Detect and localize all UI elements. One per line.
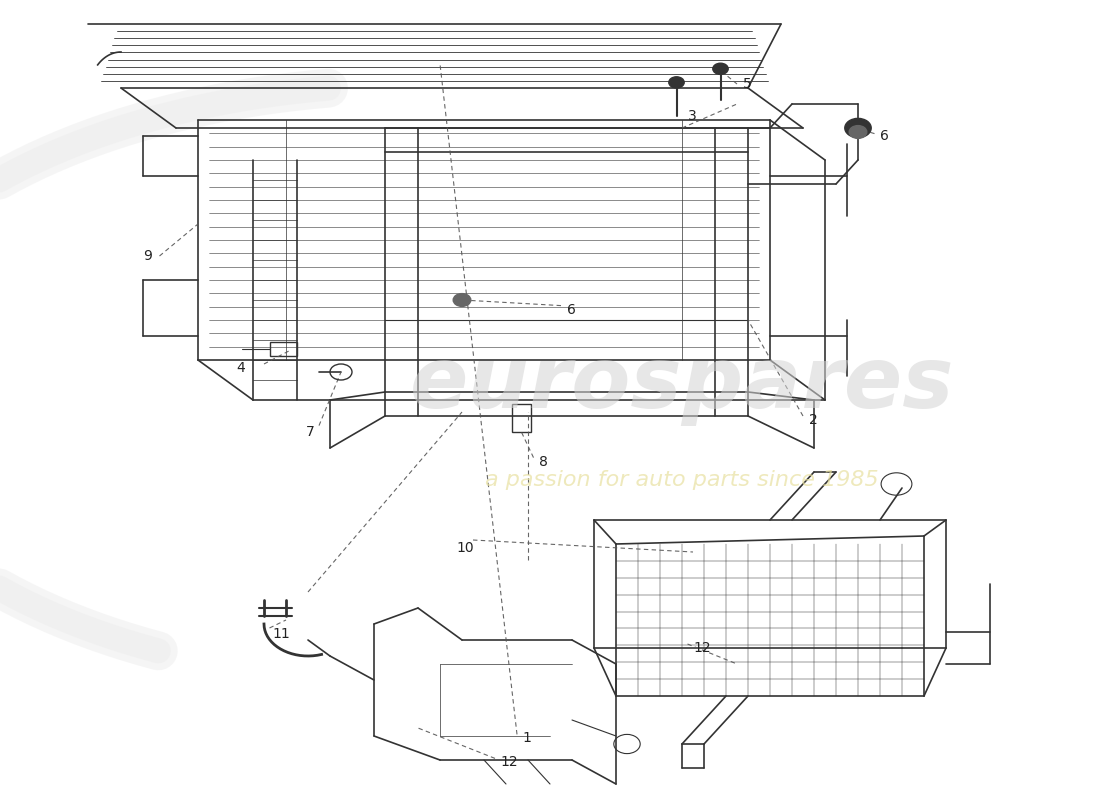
Text: eurospares: eurospares [409, 342, 955, 426]
Text: 12: 12 [693, 641, 711, 655]
Text: 11: 11 [273, 626, 290, 641]
Text: 4: 4 [236, 361, 245, 375]
Circle shape [845, 118, 871, 138]
Text: 6: 6 [566, 303, 575, 318]
Text: 12: 12 [500, 754, 518, 769]
Text: 10: 10 [456, 541, 474, 555]
Circle shape [669, 77, 684, 88]
Text: 1: 1 [522, 730, 531, 745]
Circle shape [849, 126, 867, 138]
Text: 6: 6 [880, 129, 889, 143]
Circle shape [713, 63, 728, 74]
Text: 2: 2 [808, 413, 817, 427]
FancyBboxPatch shape [512, 404, 531, 432]
Text: 9: 9 [143, 249, 152, 263]
Text: 7: 7 [306, 425, 315, 439]
Text: a passion for auto parts since 1985: a passion for auto parts since 1985 [485, 470, 879, 490]
Text: 3: 3 [688, 109, 696, 123]
Circle shape [453, 294, 471, 306]
Text: 8: 8 [539, 454, 548, 469]
Text: 5: 5 [742, 77, 751, 91]
